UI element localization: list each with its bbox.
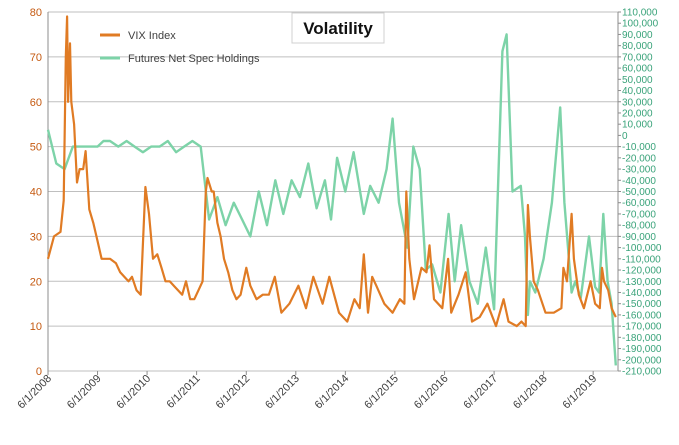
- chart-title: Volatility: [303, 19, 373, 38]
- chart-title-box: Volatility: [291, 12, 385, 44]
- left-tick-label: 50: [30, 142, 42, 154]
- series-line-vix: [46, 15, 617, 328]
- right-tick-label: 90,000: [622, 30, 653, 41]
- right-tick-label: 20,000: [622, 108, 653, 119]
- right-tick-label: 10,000: [622, 120, 653, 131]
- right-tick-label: 110,000: [622, 8, 658, 19]
- right-tick-label: -120,000: [622, 266, 662, 277]
- series-line-futures: [46, 33, 617, 366]
- right-tick-label: -60,000: [622, 198, 656, 209]
- legend-label-futures: Futures Net Spec Holdings: [128, 53, 260, 65]
- right-tick-label: -30,000: [622, 165, 656, 176]
- right-tick-label: 70,000: [622, 52, 653, 63]
- right-tick-label: 0: [622, 131, 628, 142]
- left-tick-label: 20: [30, 276, 42, 288]
- right-tick-label: -180,000: [622, 333, 662, 344]
- right-axis-ticks: -210,000-200,000-190,000-180,000-170,000…: [618, 8, 662, 378]
- right-tick-label: -10,000: [622, 142, 656, 153]
- left-tick-label: 10: [30, 321, 42, 333]
- right-tick-label: 50,000: [622, 75, 653, 86]
- left-tick-label: 40: [30, 187, 42, 199]
- right-tick-label: -170,000: [622, 322, 662, 333]
- right-tick-label: 30,000: [622, 97, 653, 108]
- left-tick-label: 70: [30, 52, 42, 64]
- right-tick-label: -210,000: [622, 367, 662, 378]
- left-tick-label: 0: [36, 366, 42, 378]
- left-tick-label: 30: [30, 231, 42, 243]
- right-tick-label: 60,000: [622, 64, 653, 75]
- left-tick-label: 60: [30, 97, 42, 109]
- legend: VIX Index Futures Net Spec Holdings: [100, 30, 260, 65]
- right-tick-label: 100,000: [622, 19, 659, 30]
- right-tick-label: -50,000: [622, 187, 656, 198]
- right-tick-label: -110,000: [622, 254, 661, 265]
- right-tick-label: -90,000: [622, 232, 656, 243]
- right-tick-label: -100,000: [622, 243, 662, 254]
- right-tick-label: 40,000: [622, 86, 653, 97]
- right-tick-label: -80,000: [622, 221, 656, 232]
- right-tick-label: -200,000: [622, 355, 662, 366]
- right-tick-label: -70,000: [622, 209, 656, 220]
- right-tick-label: -140,000: [622, 288, 662, 299]
- right-tick-label: 80,000: [622, 41, 653, 52]
- series-layer: [46, 15, 617, 366]
- title-box: [291, 12, 385, 44]
- right-tick-label: -150,000: [622, 299, 662, 310]
- left-tick-label: 80: [30, 7, 42, 19]
- right-tick-label: -20,000: [622, 153, 656, 164]
- left-axis-ticks: 0 10 20 30 40 50 60 70 80: [30, 7, 42, 378]
- legend-label-vix: VIX Index: [128, 30, 176, 42]
- right-tick-label: -190,000: [622, 344, 662, 355]
- right-tick-label: -130,000: [622, 277, 662, 288]
- right-tick-label: -40,000: [622, 176, 656, 187]
- right-tick-label: -160,000: [622, 310, 662, 321]
